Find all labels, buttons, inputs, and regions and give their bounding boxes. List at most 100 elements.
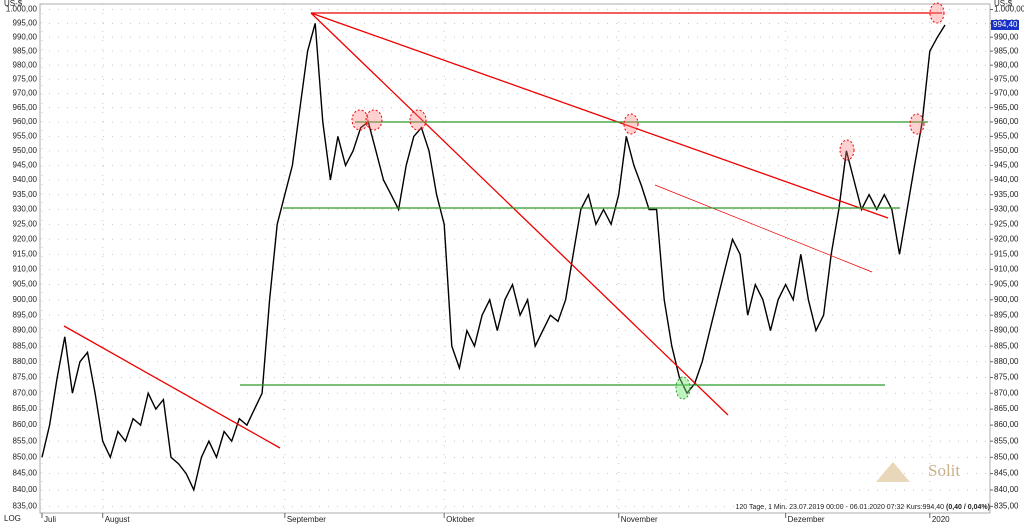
scale-label: LOG — [4, 514, 21, 523]
highlight-circles — [351, 2, 945, 400]
trend-lines — [63, 12, 942, 449]
y-tick-label: 955,00 — [994, 131, 1019, 140]
y-tick-label: 960,00 — [994, 117, 1019, 126]
y-tick-label: 945,00 — [13, 160, 38, 169]
y-tick-label: 935,00 — [994, 190, 1019, 199]
y-tick-label: 910,00 — [13, 264, 38, 273]
y-tick-label: 930,00 — [13, 205, 38, 214]
y-tick-label: 970,00 — [994, 89, 1019, 98]
y-tick-label: 975,00 — [13, 74, 38, 83]
x-tick-label: November — [621, 515, 658, 524]
y-tick-label: 960,00 — [13, 117, 38, 126]
x-tick-label: Juli — [44, 515, 56, 524]
peak-marker — [929, 2, 945, 24]
peak-marker — [909, 113, 925, 135]
y-tick-label: 925,00 — [994, 219, 1019, 228]
y-tick-label: 1.000,00 — [6, 5, 38, 14]
peak-marker — [839, 139, 855, 161]
x-tick-label: August — [105, 515, 131, 524]
x-tick-label: Dezember — [788, 515, 825, 524]
y-tick-label: 850,00 — [13, 452, 38, 461]
y-tick-label: 840,00 — [994, 485, 1019, 494]
y-tick-label: 850,00 — [994, 452, 1019, 461]
y-tick-label: 885,00 — [13, 341, 38, 350]
peak-marker — [351, 109, 369, 131]
y-tick-label: 835,00 — [13, 502, 38, 511]
y-tick-label: 880,00 — [994, 357, 1019, 366]
y-tick-label: 845,00 — [994, 469, 1019, 478]
y-tick-label: 925,00 — [13, 219, 38, 228]
y-tick-label: 895,00 — [13, 310, 38, 319]
peak-marker — [365, 109, 383, 131]
y-tick-label: 950,00 — [994, 146, 1019, 155]
y-tick-label: 915,00 — [994, 249, 1019, 258]
y-tick-label: 835,00 — [994, 502, 1019, 511]
peak-marker — [409, 109, 427, 131]
x-tick-label: September — [287, 515, 326, 524]
y-tick-label: 870,00 — [994, 388, 1019, 397]
y-tick-label: 845,00 — [13, 469, 38, 478]
y-tick-label: 870,00 — [13, 388, 38, 397]
y-tick-label: 880,00 — [13, 357, 38, 366]
y-tick-label: 940,00 — [994, 175, 1019, 184]
trend-line — [654, 184, 873, 273]
y-tick-label: 985,00 — [994, 46, 1019, 55]
y-tick-label: 885,00 — [994, 341, 1019, 350]
y-tick-label: 990,00 — [994, 32, 1019, 41]
y-tick-label: 860,00 — [994, 420, 1019, 429]
y-tick-label: 875,00 — [994, 373, 1019, 382]
trend-line — [310, 12, 889, 219]
current-price-label: 994,40 — [993, 20, 1018, 29]
y-tick-label: 935,00 — [13, 190, 38, 199]
price-line — [41, 23, 946, 493]
y-tick-label: 855,00 — [13, 436, 38, 445]
y-tick-label: 910,00 — [994, 264, 1019, 273]
y-tick-label: 905,00 — [13, 280, 38, 289]
y-tick-label: 890,00 — [994, 326, 1019, 335]
y-tick-label: 945,00 — [994, 160, 1019, 169]
unit-label: US-$ — [4, 0, 23, 8]
y-tick-label: 920,00 — [13, 234, 38, 243]
logo-text: Solit — [928, 461, 960, 480]
x-tick-label: Oktober — [446, 515, 475, 524]
y-tick-label: 840,00 — [13, 485, 38, 494]
y-tick-label: 950,00 — [13, 146, 38, 155]
footer: 120 Tage, 1 Min. 23.07.2019 00:00 - 06.0… — [736, 504, 945, 511]
y-tick-label: 985,00 — [13, 46, 38, 55]
y-tick-label: 980,00 — [13, 60, 38, 69]
y-tick-label: 980,00 — [994, 60, 1019, 69]
y-tick-label: 875,00 — [13, 373, 38, 382]
y-tick-label: 995,00 — [13, 18, 38, 27]
y-tick-label: 895,00 — [994, 310, 1019, 319]
y-tick-label: 860,00 — [13, 420, 38, 429]
current-price-box — [991, 19, 1019, 30]
y-tick-label: 855,00 — [994, 436, 1019, 445]
low-marker — [675, 376, 691, 400]
y-tick-label: 955,00 — [13, 131, 38, 140]
plot-frame — [39, 3, 991, 514]
logo: Solit — [876, 461, 960, 482]
y-tick-label: 905,00 — [994, 280, 1019, 289]
y-tick-label: 920,00 — [994, 234, 1019, 243]
y-tick-label: 900,00 — [13, 295, 38, 304]
y-tick-label: 865,00 — [994, 404, 1019, 413]
peak-marker — [623, 113, 639, 135]
y-tick-label: 965,00 — [994, 103, 1019, 112]
y-tick-label: 975,00 — [994, 74, 1019, 83]
y-tick-label: 970,00 — [13, 89, 38, 98]
y-tick-label: 1.000,00 — [994, 5, 1024, 14]
x-tick-label: 2020 — [932, 515, 950, 524]
y-tick-label: 865,00 — [13, 404, 38, 413]
price-series — [41, 23, 946, 493]
y-tick-label: 940,00 — [13, 175, 38, 184]
y-tick-label: 990,00 — [13, 32, 38, 41]
trend-line — [63, 325, 281, 449]
y-tick-label: 965,00 — [13, 103, 38, 112]
logo-icon — [876, 462, 910, 482]
y-tick-label: 915,00 — [13, 249, 38, 258]
footer-change: (0,40 / 0,04%) — [946, 504, 990, 511]
unit-label: US-$ — [994, 0, 1013, 8]
support-lines — [240, 121, 928, 386]
